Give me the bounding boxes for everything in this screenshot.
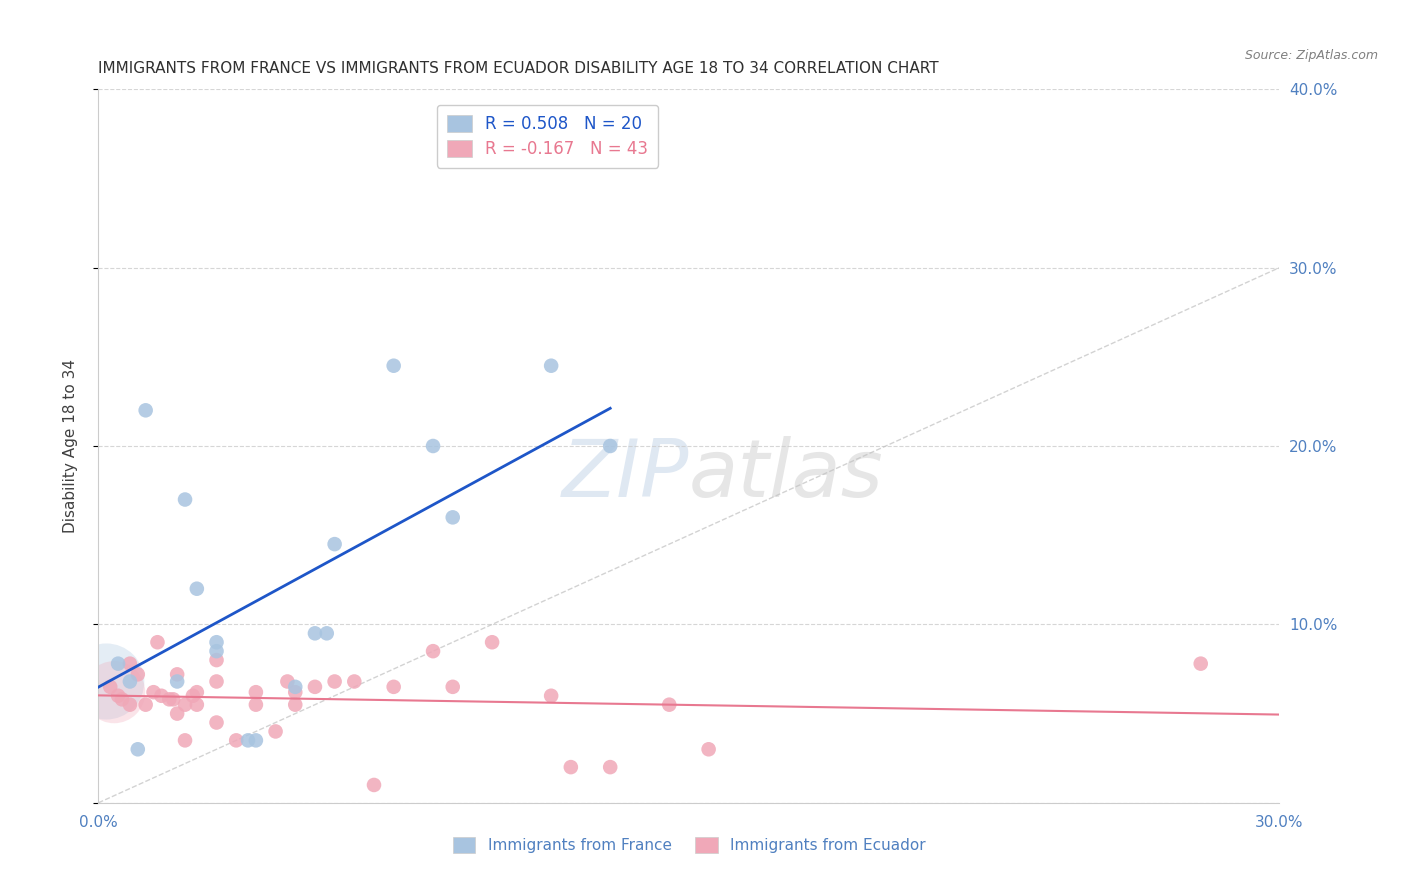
Point [560, 760, 582, 774]
Point [98, 680, 121, 694]
Point [481, 635, 503, 649]
Text: IMMIGRANTS FROM FRANCE VS IMMIGRANTS FROM ECUADOR DISABILITY AGE 18 TO 34 CORREL: IMMIGRANTS FROM FRANCE VS IMMIGRANTS FRO… [98, 61, 939, 76]
Point [135, 698, 157, 712]
Point [363, 778, 385, 792]
Point [96, 674, 118, 689]
Point [540, 359, 562, 373]
Y-axis label: Disability Age 18 to 34: Disability Age 18 to 34 [63, 359, 77, 533]
Legend: Immigrants from France, Immigrants from Ecuador: Immigrants from France, Immigrants from … [447, 831, 931, 859]
Point [166, 674, 188, 689]
Point [284, 685, 307, 699]
Point [599, 439, 621, 453]
Point [441, 680, 464, 694]
Point [323, 674, 346, 689]
Text: Source: ZipAtlas.com: Source: ZipAtlas.com [1244, 49, 1378, 62]
Point [107, 689, 129, 703]
Point [697, 742, 720, 756]
Point [174, 698, 197, 712]
Point [157, 692, 180, 706]
Point [245, 685, 267, 699]
Point [422, 439, 444, 453]
Point [382, 680, 405, 694]
Point [142, 685, 165, 699]
Point [118, 657, 141, 671]
Point [111, 692, 134, 706]
Point [107, 657, 129, 671]
Point [186, 685, 208, 699]
Point [103, 685, 125, 699]
Point [166, 706, 188, 721]
Point [205, 653, 228, 667]
Point [127, 667, 149, 681]
Point [205, 644, 228, 658]
Point [284, 698, 307, 712]
Point [205, 674, 228, 689]
Point [146, 635, 169, 649]
Point [127, 742, 149, 756]
Point [205, 715, 228, 730]
Point [540, 689, 562, 703]
Text: atlas: atlas [689, 435, 884, 514]
Point [174, 492, 197, 507]
Point [1189, 657, 1212, 671]
Point [181, 689, 204, 703]
Point [245, 733, 267, 747]
Point [264, 724, 287, 739]
Point [323, 537, 346, 551]
Point [236, 733, 259, 747]
Point [225, 733, 247, 747]
Point [304, 626, 326, 640]
Point [658, 698, 681, 712]
Point [186, 698, 208, 712]
Point [343, 674, 366, 689]
Point [315, 626, 337, 640]
Point [150, 689, 173, 703]
Point [441, 510, 464, 524]
Point [118, 698, 141, 712]
Text: ZIP: ZIP [561, 435, 689, 514]
Point [382, 359, 405, 373]
Point [205, 635, 228, 649]
Point [135, 403, 157, 417]
Point [599, 760, 621, 774]
Point [118, 674, 141, 689]
Point [284, 680, 307, 694]
Point [174, 733, 197, 747]
Point [245, 698, 267, 712]
Point [304, 680, 326, 694]
Point [162, 692, 184, 706]
Point [186, 582, 208, 596]
Point [422, 644, 444, 658]
Point [276, 674, 298, 689]
Point [166, 667, 188, 681]
